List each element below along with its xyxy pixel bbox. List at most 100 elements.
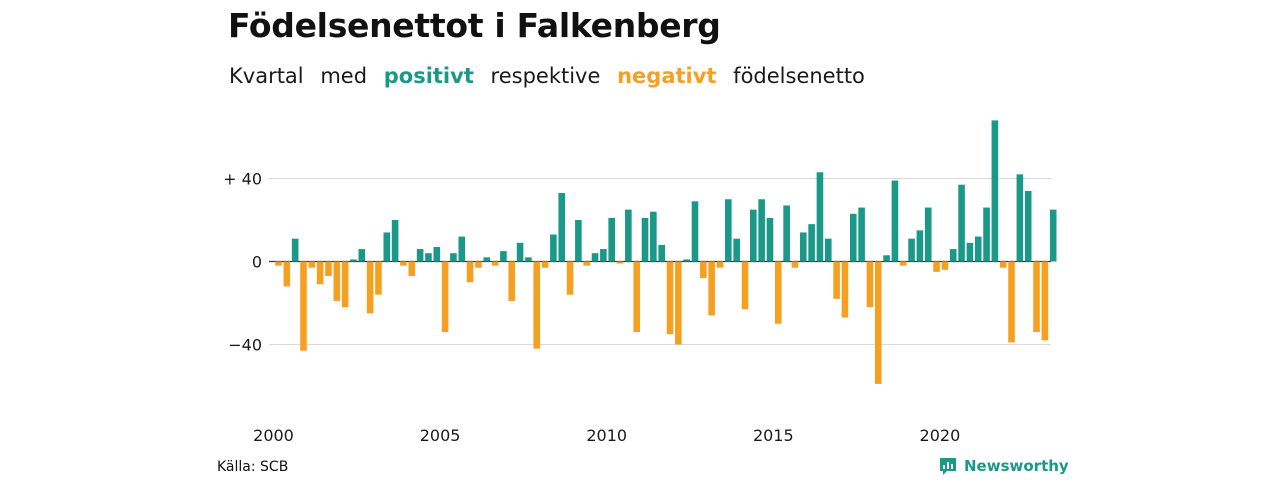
bar <box>516 242 524 262</box>
bar <box>500 251 507 262</box>
bar <box>933 261 940 272</box>
bar <box>750 209 757 262</box>
y-tick-label: + 40 <box>223 170 262 189</box>
x-tick-label: 2000 <box>253 426 294 445</box>
bar <box>908 238 915 262</box>
axes: −40 0 + 40 2000 2005 2010 2015 2020 <box>223 170 960 446</box>
bar <box>983 207 990 262</box>
bar <box>275 261 282 266</box>
bar <box>525 257 532 262</box>
bar <box>716 261 724 268</box>
bar <box>683 259 690 262</box>
bar <box>441 261 449 333</box>
bar <box>608 217 615 262</box>
bar <box>491 261 499 266</box>
legend-negative-label: negativt <box>617 64 717 88</box>
bar <box>1024 190 1032 262</box>
bar <box>849 213 857 262</box>
bar <box>283 261 291 287</box>
bars <box>275 120 1057 384</box>
bar <box>841 261 849 318</box>
bar <box>300 261 307 351</box>
legend-positive-label: positivt <box>383 64 474 88</box>
subtitle-text-fodelsenetto: födelsenetto <box>733 64 865 88</box>
bar <box>633 261 640 333</box>
bar <box>358 249 366 262</box>
bar <box>1016 174 1024 262</box>
bar <box>575 220 582 262</box>
source-note: Källa: SCB <box>217 459 289 475</box>
bar <box>858 207 865 262</box>
x-tick-label: 2020 <box>920 426 961 445</box>
bar <box>791 261 799 268</box>
bar <box>1041 261 1049 341</box>
bar <box>758 199 765 262</box>
bar <box>533 261 541 349</box>
bar <box>958 184 965 262</box>
brand-name: Newsworthy <box>964 457 1069 475</box>
bar <box>899 261 907 266</box>
bar <box>366 261 374 314</box>
bar <box>891 180 899 262</box>
bar <box>583 261 591 266</box>
bar <box>325 261 332 277</box>
bar <box>1049 209 1057 262</box>
bar <box>725 199 732 262</box>
bar <box>808 224 815 262</box>
bar <box>783 205 790 262</box>
bar <box>991 120 999 262</box>
chart-subtitle: Kvartal med positivt respektive negativt… <box>229 64 875 88</box>
bar <box>616 261 624 264</box>
bar <box>475 261 482 268</box>
bar <box>916 230 924 262</box>
brand: Newsworthy <box>938 456 1069 476</box>
bar <box>308 261 316 268</box>
bar <box>550 234 557 262</box>
bar <box>400 261 407 266</box>
x-tick-label: 2015 <box>753 426 794 445</box>
x-tick-label: 2010 <box>586 426 627 445</box>
subtitle-text-respektive: respektive <box>490 64 601 88</box>
bar <box>866 261 874 308</box>
bar <box>566 261 574 295</box>
bar <box>650 211 657 262</box>
bar <box>675 261 682 345</box>
bar <box>766 217 774 262</box>
subtitle-text-med: med <box>320 64 368 88</box>
bar <box>1008 261 1015 343</box>
bar <box>333 261 341 301</box>
bar <box>600 249 607 262</box>
bar <box>625 209 632 262</box>
bar <box>999 261 1007 268</box>
bar <box>833 261 840 299</box>
bar <box>391 220 399 262</box>
bar <box>974 236 982 262</box>
newsworthy-logo-icon <box>940 458 956 475</box>
bar <box>824 238 832 262</box>
bar <box>1033 261 1040 333</box>
bar <box>966 242 974 262</box>
chart-title: Födelsenettot i Falkenberg <box>228 6 721 45</box>
bar <box>708 261 715 316</box>
bar <box>375 261 382 295</box>
bar <box>558 193 566 262</box>
bar <box>874 261 882 384</box>
bar <box>383 232 391 262</box>
bar <box>741 261 749 310</box>
bar <box>341 261 349 308</box>
bar <box>425 253 432 262</box>
y-tick-label: −40 <box>228 336 262 355</box>
bar <box>508 261 516 301</box>
bar <box>541 261 549 268</box>
bar <box>316 261 324 285</box>
bar <box>483 257 491 262</box>
bar <box>350 259 357 262</box>
bar <box>458 236 466 262</box>
bar <box>883 255 890 262</box>
bar <box>775 261 782 324</box>
bar <box>799 232 807 262</box>
bar <box>658 244 665 262</box>
subtitle-text-kvartal: Kvartal <box>229 64 304 88</box>
bar <box>666 261 674 335</box>
